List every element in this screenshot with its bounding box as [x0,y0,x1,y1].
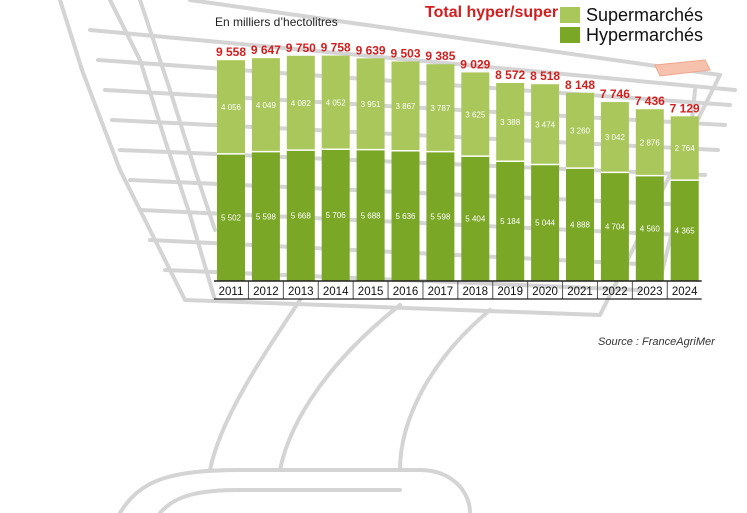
bar-hypermarches-2024 [670,180,699,281]
value-label-hypermarches-2018: 5 404 [465,215,486,224]
bar-supermarches-2012 [251,58,280,152]
bar-supermarches-2011 [217,60,245,154]
total-label-2023: 7 436 [635,94,665,108]
total-label-2017: 9 385 [425,49,455,63]
value-label-hypermarches-2012: 5 598 [256,212,277,221]
legend-swatch-supermarches [560,7,580,23]
value-label-hypermarches-2013: 5 668 [291,212,312,221]
value-label-supermarches-2011: 4 056 [221,103,242,112]
value-label-hypermarches-2014: 5 706 [326,211,347,220]
bar-supermarches-2024 [670,116,699,181]
x-tick-label-2017: 2017 [428,286,454,298]
value-label-hypermarches-2022: 4 704 [605,223,626,232]
total-label-2021: 8 148 [565,78,595,92]
bar-supermarches-2020 [531,84,560,165]
bar-supermarches-2021 [566,92,594,169]
value-label-supermarches-2019: 3 388 [500,118,521,127]
source-note: Source : FranceAgriMer [598,336,715,348]
x-tick-label-2020: 2020 [532,286,558,298]
legend-label-hypermarches: Hypermarchés [586,25,704,45]
x-tick-label-2013: 2013 [288,286,314,298]
value-label-hypermarches-2019: 5 184 [500,217,521,226]
bar-supermarches-2017 [426,64,455,152]
value-label-hypermarches-2021: 4 888 [570,221,591,230]
bar-hypermarches-2020 [531,164,560,281]
total-label-2012: 9 647 [251,43,281,57]
total-label-2024: 7 129 [670,101,700,115]
bar-supermarches-2013 [286,55,315,151]
bar-hypermarches-2015 [356,149,385,281]
x-tick-label-2018: 2018 [463,286,489,298]
total-label-2019: 8 572 [495,68,525,82]
total-label-2016: 9 503 [390,46,420,60]
bar-hypermarches-2011 [217,153,245,281]
x-tick-label-2022: 2022 [602,286,628,298]
value-label-hypermarches-2024: 4 365 [675,227,696,236]
total-label-2011: 9 558 [216,45,246,59]
total-label-2020: 8 518 [530,69,560,83]
bar-hypermarches-2012 [251,151,280,281]
bar-supermarches-2015 [356,58,385,150]
bar-supermarches-2023 [635,109,664,176]
value-label-supermarches-2018: 3 625 [465,110,486,119]
bar-hypermarches-2016 [391,150,420,281]
value-label-supermarches-2015: 3 951 [361,100,382,109]
x-tick-label-2021: 2021 [567,286,593,298]
value-label-supermarches-2014: 4 052 [326,98,347,107]
value-label-supermarches-2012: 4 049 [256,101,277,110]
bar-supermarches-2019 [496,82,525,162]
x-tick-label-2015: 2015 [358,286,384,298]
bar-hypermarches-2014 [321,149,350,281]
value-label-supermarches-2013: 4 082 [291,99,312,108]
value-label-supermarches-2023: 2 876 [640,138,661,147]
value-label-hypermarches-2023: 4 560 [640,224,661,233]
value-label-supermarches-2020: 3 474 [535,120,556,129]
total-label-2018: 9 029 [460,57,490,71]
value-label-supermarches-2022: 3 042 [605,133,626,142]
x-tick-label-2012: 2012 [253,286,279,298]
bar-hypermarches-2013 [286,150,315,281]
value-label-supermarches-2024: 2 764 [675,144,696,153]
bar-supermarches-2018 [461,72,490,157]
bar-supermarches-2014 [321,55,350,150]
legend-label-supermarches: Supermarchés [586,5,704,25]
value-label-hypermarches-2020: 5 044 [535,219,556,228]
x-tick-label-2016: 2016 [393,286,419,298]
value-label-hypermarches-2011: 5 502 [221,213,242,222]
value-label-supermarches-2017: 3 787 [430,104,451,113]
value-label-supermarches-2016: 3 867 [395,102,416,111]
x-tick-label-2019: 2019 [497,286,523,298]
bar-hypermarches-2018 [461,156,490,281]
bar-hypermarches-2019 [496,161,525,281]
bar-supermarches-2016 [391,61,420,151]
x-tick-label-2011: 2011 [219,286,244,298]
bar-supermarches-2022 [600,102,629,173]
bar-hypermarches-2017 [426,151,455,281]
x-tick-label-2023: 2023 [637,286,663,298]
value-label-hypermarches-2015: 5 688 [361,211,382,220]
total-label: Total hyper/super [425,4,559,21]
value-label-supermarches-2021: 3 260 [570,126,591,135]
legend-swatch-hypermarches [560,27,580,43]
total-label-2022: 7 746 [600,87,630,101]
value-label-hypermarches-2017: 5 598 [430,212,451,221]
unit-label: En milliers d’hectolitres [215,15,338,29]
total-label-2014: 9 758 [321,41,351,55]
x-tick-label-2014: 2014 [323,286,349,298]
bar-hypermarches-2022 [600,172,629,281]
bar-hypermarches-2021 [566,168,594,281]
total-label-2015: 9 639 [356,43,386,57]
total-label-2013: 9 750 [286,41,316,55]
value-label-hypermarches-2016: 5 636 [395,212,416,221]
bar-hypermarches-2023 [635,175,664,281]
x-tick-label-2024: 2024 [672,286,698,298]
